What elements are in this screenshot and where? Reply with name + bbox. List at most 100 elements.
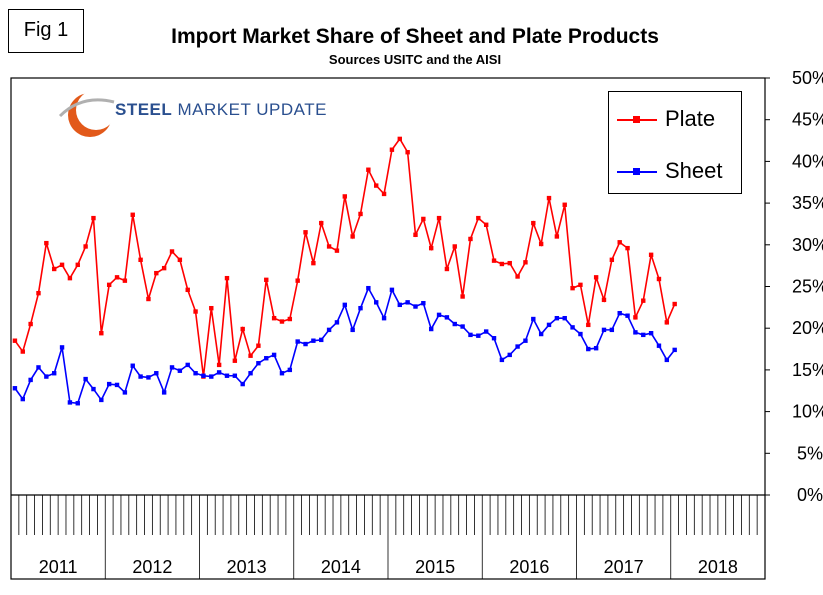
y-tick-label: 45% — [792, 110, 823, 130]
data-point-plate — [59, 262, 65, 268]
data-point-plate — [287, 316, 293, 322]
y-tick-label: 20% — [792, 318, 823, 338]
data-point-plate — [350, 234, 355, 239]
data-point-plate — [303, 230, 308, 235]
data-point-sheet — [106, 381, 112, 387]
data-point-sheet — [476, 333, 481, 338]
y-tick-label: 0% — [797, 485, 823, 505]
data-point-sheet — [593, 346, 599, 351]
data-point-sheet — [570, 325, 575, 330]
data-point-plate — [578, 282, 583, 288]
data-point-sheet — [169, 365, 175, 370]
y-tick-label: 5% — [797, 443, 823, 463]
y-tick-label: 40% — [792, 151, 823, 171]
data-point-plate — [609, 257, 615, 263]
data-point-plate — [311, 260, 316, 266]
data-point-sheet — [154, 371, 159, 376]
x-year-label: 2012 — [132, 557, 172, 577]
data-point-sheet — [59, 345, 65, 350]
data-point-plate — [554, 234, 560, 239]
x-axis-year-labels: 2011 2012 2013 2014 2015 2016 2017 2018 — [39, 557, 738, 577]
data-point-sheet — [201, 373, 206, 378]
data-point-sheet — [256, 361, 261, 366]
series-sheet — [12, 285, 677, 406]
data-point-sheet — [334, 320, 340, 325]
data-point-plate — [106, 282, 112, 288]
data-point-sheet — [538, 331, 544, 337]
data-point-sheet — [405, 300, 410, 305]
data-point-sheet — [75, 401, 80, 406]
data-point-plate — [130, 212, 135, 217]
data-point-plate — [617, 240, 622, 245]
data-point-sheet — [672, 347, 677, 353]
data-point-plate — [436, 215, 442, 221]
data-point-plate — [413, 232, 418, 237]
data-point-plate — [586, 322, 591, 328]
data-point-sheet — [177, 368, 183, 373]
data-point-plate — [546, 195, 552, 201]
y-axis-labels: 0% 5% 10% 15% 20% 25% 30% 35% 40% 45% 50% — [765, 68, 823, 505]
data-point-plate — [264, 277, 269, 283]
data-point-sheet — [311, 338, 316, 343]
data-point-plate — [169, 249, 175, 254]
steel-market-update-logo: STEEL MARKET UPDATE — [52, 88, 326, 140]
data-point-sheet — [483, 329, 489, 334]
legend: Plate Sheet — [608, 91, 742, 194]
data-point-plate — [428, 245, 434, 251]
data-point-plate — [523, 260, 528, 265]
data-point-plate — [67, 275, 73, 281]
y-tick-label: 15% — [792, 360, 823, 380]
data-point-plate — [625, 245, 630, 251]
x-year-label: 2017 — [604, 557, 644, 577]
axis-ticks — [18, 495, 758, 579]
data-point-plate — [452, 244, 457, 249]
data-point-plate — [562, 202, 567, 207]
data-point-sheet — [20, 396, 25, 402]
data-point-sheet — [648, 331, 654, 336]
data-point-plate — [154, 270, 159, 276]
data-point-sheet — [397, 302, 402, 308]
data-point-plate — [146, 296, 151, 302]
data-point-sheet — [130, 363, 135, 368]
figure-label: Fig 1 — [8, 9, 84, 53]
logo-text: STEEL MARKET UPDATE — [115, 100, 327, 119]
data-point-sheet — [209, 374, 214, 379]
data-point-sheet — [350, 327, 355, 333]
data-point-sheet — [499, 357, 505, 363]
data-point-plate — [256, 343, 261, 348]
data-point-sheet — [444, 315, 450, 320]
data-point-sheet — [617, 310, 622, 316]
data-point-sheet — [193, 371, 198, 376]
data-point-sheet — [44, 374, 49, 379]
data-point-sheet — [51, 371, 57, 376]
data-point-plate — [358, 211, 363, 217]
data-point-sheet — [586, 346, 591, 352]
y-tick-label: 30% — [792, 235, 823, 255]
data-point-plate — [491, 258, 497, 263]
data-point-plate — [83, 244, 88, 249]
data-point-sheet — [67, 400, 73, 405]
data-point-sheet — [216, 370, 222, 375]
data-point-plate — [460, 294, 465, 299]
data-point-sheet — [161, 390, 167, 395]
data-point-sheet — [546, 322, 552, 328]
data-point-sheet — [374, 300, 379, 305]
data-point-plate — [342, 194, 348, 199]
data-point-sheet — [413, 304, 418, 309]
data-point-plate — [36, 290, 41, 296]
y-tick-label: 50% — [792, 68, 823, 88]
data-point-plate — [193, 309, 198, 314]
data-point-sheet — [99, 397, 104, 403]
data-point-plate — [570, 285, 575, 291]
data-point-plate — [672, 301, 677, 307]
data-point-sheet — [114, 382, 120, 388]
x-year-label: 2014 — [321, 557, 361, 577]
data-point-plate — [295, 278, 300, 283]
data-point-plate — [20, 349, 25, 354]
data-point-plate — [75, 262, 80, 268]
data-point-sheet — [507, 352, 512, 358]
data-point-sheet — [248, 371, 253, 376]
series-layer — [12, 136, 677, 406]
data-point-sheet — [578, 331, 583, 337]
